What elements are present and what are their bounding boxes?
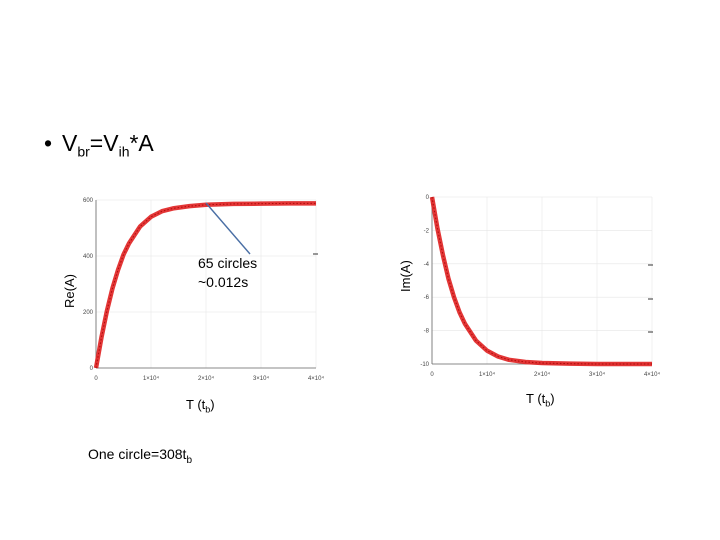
right-plot-xlabel: T (tb) [526, 391, 555, 409]
left-x-tick-label: 2×10⁴ [198, 375, 215, 382]
heading-tail: *A [129, 130, 154, 156]
left-plot-xlabel: T (tb) [186, 397, 215, 415]
bullet-glyph: • [44, 130, 53, 156]
circle-note: One circle=308tb [88, 446, 192, 466]
left-xlabel-close: ) [210, 397, 215, 412]
right-x-tick-label: 1×10⁴ [479, 371, 496, 378]
right-y-tick-label: -10 [420, 362, 429, 368]
annotation-arrow [205, 202, 251, 255]
heading-sub-ih: ih [118, 143, 130, 160]
circle-note-main: One circle=308t [88, 446, 187, 462]
right-y-tick-label: -8 [424, 329, 430, 335]
right-x-tick-label: 4×10⁴ [644, 371, 661, 378]
left-plot-ylabel: Re(A) [62, 274, 77, 308]
left-x-tick-label: 4×10⁴ [308, 375, 325, 382]
heading-v: V [62, 130, 78, 156]
right-series-markers [431, 196, 652, 365]
right-xlabel-main: T (t [526, 391, 546, 406]
right-x-tick-label: 2×10⁴ [534, 371, 551, 378]
annotation-line-1: 65 circles [198, 255, 258, 271]
left-series-markers [95, 202, 316, 369]
right-xlabel-close: ) [550, 391, 555, 406]
left-x-tick-label: 0 [94, 376, 98, 382]
right-plot-ylabel: Im(A) [398, 260, 413, 292]
right-x-tick-label: 0 [430, 372, 434, 378]
right-y-tick-label: 0 [426, 195, 430, 201]
heading-eq: =V [89, 130, 119, 156]
right-x-tick-label: 3×10⁴ [589, 371, 606, 378]
left-x-tick-label: 3×10⁴ [253, 375, 270, 382]
annotation-text: 65 circles ~0.012s [198, 254, 257, 292]
left-xlabel-main: T (t [186, 397, 206, 412]
left-y-tick-label: 200 [83, 310, 94, 316]
circle-note-sub: b [186, 454, 193, 466]
right-y-tick-label: -6 [424, 295, 430, 301]
right-y-tick-label: -4 [424, 262, 430, 268]
left-x-tick-label: 1×10⁴ [143, 375, 160, 382]
right-y-tick-label: -2 [424, 228, 430, 234]
left-y-tick-label: 0 [90, 366, 94, 372]
left-y-tick-label: 600 [83, 198, 94, 204]
slide-heading: • Vbr=Vih*A [44, 130, 154, 160]
right-xlabel-sub: b [545, 398, 551, 409]
heading-sub-br: br [77, 143, 90, 160]
annotation-line-2: ~0.012s [198, 274, 249, 290]
left-xlabel-sub: b [205, 404, 211, 415]
left-y-tick-label: 400 [83, 254, 94, 260]
